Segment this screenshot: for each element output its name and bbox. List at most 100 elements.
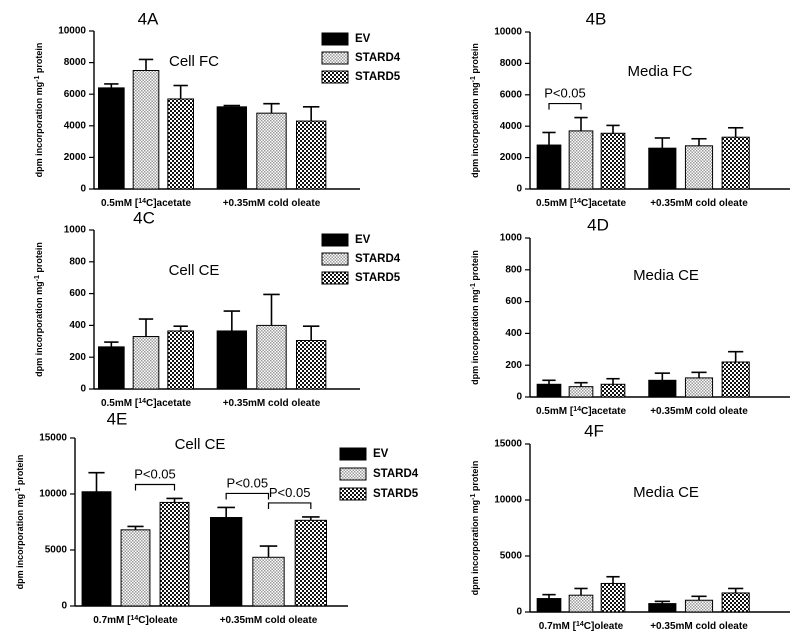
y-tick-label: 800 xyxy=(505,264,522,275)
bar-ev-group-1 xyxy=(81,491,112,607)
significance-bracket xyxy=(267,502,312,509)
bar-stard5-group-1 xyxy=(167,330,194,390)
y-axis-label-suffix: protein xyxy=(470,43,480,76)
chart-panel-4b: 4B Media FC 0 2000 4000 6000 8000 10000 dpm inco… xyxy=(470,9,790,209)
x-category-label: +0.35mM cold oleate xyxy=(650,406,748,417)
panel-label: 4C xyxy=(133,208,155,227)
legend-stard5-label: STARD5 xyxy=(355,272,401,284)
legend-stard4-label: STARD4 xyxy=(355,52,401,64)
y-tick-label: 1000 xyxy=(64,225,87,236)
y-tick-label: 2000 xyxy=(500,152,523,163)
category-sup: 14 xyxy=(138,398,146,405)
bar-stard4-group-1 xyxy=(132,336,160,390)
bar-stard4-group-2 xyxy=(684,377,714,398)
significance-label: P<0.05 xyxy=(269,485,311,500)
bar-stard5-group-2 xyxy=(721,361,750,398)
legend-stard4-swatch xyxy=(339,467,367,481)
panel-label: 4A xyxy=(138,9,159,28)
category-prefix: 0.7mM [ xyxy=(93,615,131,626)
category-prefix: 0.5mM [ xyxy=(101,398,139,409)
y-tick-label: 0 xyxy=(80,384,86,395)
legend-stard4-swatch xyxy=(321,252,349,266)
x-category-label: +0.35mM cold oleate xyxy=(220,615,318,626)
y-axis-label-prefix: dpm incorporation mg xyxy=(15,494,25,590)
bar-ev-group-2 xyxy=(648,603,677,613)
bar-stard5-group-1 xyxy=(167,98,194,190)
x-category-label: +0.35mM cold oleate xyxy=(223,398,321,409)
y-tick-label: 6000 xyxy=(500,89,523,100)
bar-stard4-group-2 xyxy=(256,112,287,190)
x-category-label: 0.5mM [14C]acetate xyxy=(101,198,191,210)
y-axis-label: dpm incorporation mg-1 protein xyxy=(470,461,481,596)
category-suffix: C]oleate xyxy=(584,621,624,632)
bar-stard5-group-2 xyxy=(721,592,750,613)
y-axis-label-prefix: dpm incorporation mg xyxy=(34,82,44,178)
x-category-label: 0.5mM [14C]acetate xyxy=(101,398,191,410)
y-axis-label-prefix: dpm incorporation mg xyxy=(34,281,44,377)
legend-stard5-swatch xyxy=(339,487,367,501)
bar-stard4-group-2 xyxy=(684,599,714,613)
y-axis-label: dpm incorporation mg-1 protein xyxy=(470,43,481,178)
y-tick-label: 1000 xyxy=(500,233,523,244)
y-tick-label: 10000 xyxy=(39,489,67,500)
category-suffix: C]acetate xyxy=(581,406,626,417)
bar-stard4-group-1 xyxy=(568,130,594,190)
legend-stard5-swatch xyxy=(321,271,349,285)
bar-ev-group-2 xyxy=(216,106,248,190)
x-category-label: +0.35mM cold oleate xyxy=(650,621,748,632)
legend-stard5-label: STARD5 xyxy=(355,71,401,83)
y-axis-label-suffix: protein xyxy=(34,43,44,76)
y-tick-label: 0 xyxy=(516,392,522,403)
y-axis-label: dpm incorporation mg-1 protein xyxy=(34,242,45,377)
y-axis-label: dpm incorporation mg-1 protein xyxy=(15,455,26,590)
chart-panel-4c: 4C Cell CE 0 200 400 600 800 1000 dpm incorporat… xyxy=(34,208,401,409)
legend-ev-swatch xyxy=(339,447,367,461)
bar-ev-group-1 xyxy=(536,383,562,398)
panel-label: 4E xyxy=(107,409,128,428)
category-suffix: C]acetate xyxy=(146,198,191,209)
category-sup: 14 xyxy=(138,198,146,205)
bar-ev-group-2 xyxy=(210,517,243,607)
category-suffix: C]acetate xyxy=(146,398,191,409)
bar-stard4-group-1 xyxy=(132,70,160,190)
bar-ev-group-1 xyxy=(536,144,562,190)
chart-panel-4a: 4A Cell FC 0 2000 4000 6000 8000 10000 dpm incor… xyxy=(34,9,401,209)
bar-stard4-group-2 xyxy=(252,556,285,607)
chart-title: Cell CE xyxy=(169,262,220,279)
y-tick-label: 4000 xyxy=(500,121,523,132)
category-suffix: C]acetate xyxy=(581,198,626,209)
y-tick-label: 0 xyxy=(80,184,86,195)
y-axis-label-prefix: dpm incorporation mg xyxy=(470,82,480,178)
y-tick-label: 600 xyxy=(505,296,522,307)
y-tick-label: 0 xyxy=(516,184,522,195)
y-tick-label: 10000 xyxy=(58,26,86,37)
y-tick-label: 200 xyxy=(505,360,522,371)
y-axis-label-suffix: protein xyxy=(470,250,480,283)
y-tick-label: 15000 xyxy=(39,433,67,444)
bar-ev-group-2 xyxy=(648,147,677,190)
y-axis-label: dpm incorporation mg-1 protein xyxy=(34,43,45,178)
y-axis-label-sup: -1 xyxy=(470,76,477,82)
bar-stard4-group-2 xyxy=(256,324,287,390)
legend-ev-swatch xyxy=(321,32,349,46)
bar-stard5-group-2 xyxy=(295,340,327,390)
y-axis-label-prefix: dpm incorporation mg xyxy=(470,289,480,385)
bar-stard4-group-1 xyxy=(568,386,594,398)
category-sup: 14 xyxy=(573,198,581,205)
y-tick-label: 0 xyxy=(516,607,522,618)
legend-stard5-swatch xyxy=(321,70,349,84)
category-suffix: C]oleate xyxy=(138,615,178,626)
bar-ev-group-2 xyxy=(216,330,248,390)
y-tick-label: 6000 xyxy=(64,89,87,100)
category-prefix: 0.5mM [ xyxy=(536,406,574,417)
chart-title: Media CE xyxy=(633,484,699,501)
bar-stard5-group-2 xyxy=(294,519,327,607)
y-tick-label: 10000 xyxy=(494,27,522,38)
y-axis-label-suffix: protein xyxy=(15,455,25,488)
y-tick-label: 600 xyxy=(69,288,86,299)
y-tick-label: 400 xyxy=(69,320,86,331)
legend-ev-label: EV xyxy=(373,448,389,460)
legend-stard4-label: STARD4 xyxy=(355,253,401,265)
